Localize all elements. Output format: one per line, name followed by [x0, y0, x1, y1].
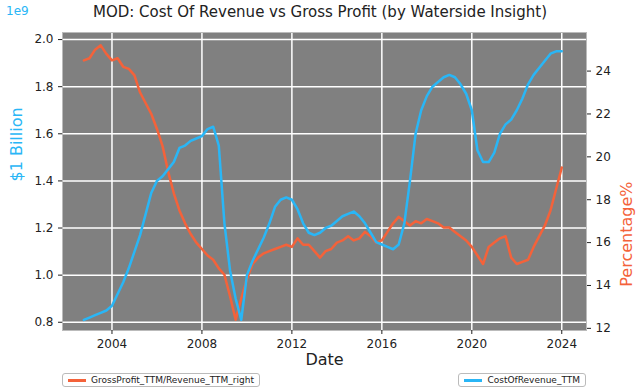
svg-text:1.4: 1.4 — [34, 174, 53, 188]
svg-text:1.8: 1.8 — [34, 80, 53, 94]
svg-text:2004: 2004 — [97, 337, 128, 351]
svg-text:12: 12 — [596, 321, 611, 335]
svg-text:2016: 2016 — [367, 337, 398, 351]
svg-text:2012: 2012 — [277, 337, 308, 351]
html-text:MOD: Cost Of Revenue vs Gross: MOD: Cost Of Revenue vs Gross Profit (by… — [92, 3, 547, 21]
svg-text:20: 20 — [596, 150, 611, 164]
svg-text:1.6: 1.6 — [34, 127, 53, 141]
svg-text:$1 Billion: $1 Billion — [7, 107, 26, 181]
svg-text:24: 24 — [596, 64, 611, 78]
svg-text:Percentage%: Percentage% — [617, 182, 636, 287]
html-text:1e9: 1e9 — [6, 4, 29, 18]
html-text:GrossProfit_TTM/Revenue_TTM_ri: GrossProfit_TTM/Revenue_TTM_right — [91, 375, 254, 385]
svg-text:14: 14 — [596, 278, 611, 292]
svg-text:2.0: 2.0 — [34, 32, 53, 46]
svg-text:2020: 2020 — [457, 337, 488, 351]
html-text:CostOfRevenue_TTM: CostOfRevenue_TTM — [487, 375, 580, 385]
svg-text:Date: Date — [305, 350, 343, 369]
svg-text:16: 16 — [596, 235, 611, 249]
svg-text:2024: 2024 — [546, 337, 577, 351]
svg-text:0.8: 0.8 — [34, 315, 53, 329]
svg-text:1.2: 1.2 — [34, 221, 53, 235]
svg-text:2008: 2008 — [187, 337, 218, 351]
svg-text:22: 22 — [596, 107, 611, 121]
svg-text:18: 18 — [596, 193, 611, 207]
svg-text:1.0: 1.0 — [34, 268, 53, 282]
